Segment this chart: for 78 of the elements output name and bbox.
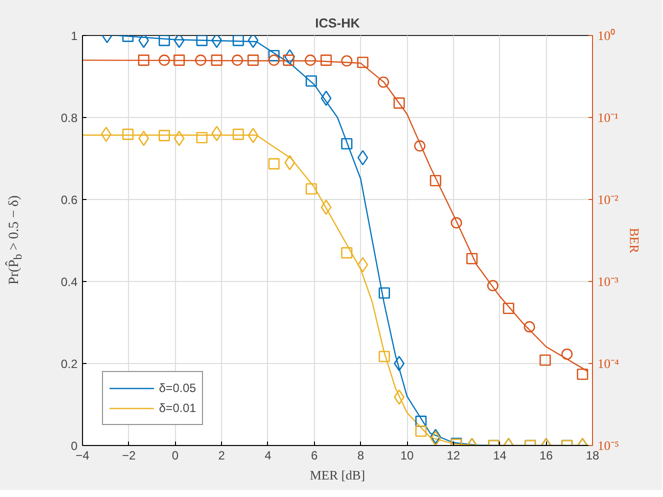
point: [304, 54, 316, 66]
y2-axis-title: BER: [627, 228, 642, 254]
chart-title: ICS-HK: [315, 16, 360, 30]
y2-tick-label: 10⁻³: [598, 274, 618, 289]
y-tick-label: 0: [70, 439, 78, 453]
point: [158, 36, 170, 46]
point: [394, 97, 405, 109]
x-tick-label: 8: [357, 448, 364, 462]
x-tick-label: 4: [264, 448, 272, 462]
point: [378, 76, 390, 88]
point: [196, 36, 208, 46]
point: [138, 130, 150, 146]
point: [138, 54, 150, 66]
point: [174, 54, 185, 66]
y2-tick-label: 10⁻¹: [598, 110, 618, 125]
x-tick-label: 14: [493, 448, 507, 462]
point: [158, 130, 170, 142]
y2-tick-label: 10⁰: [598, 28, 616, 43]
point: [268, 158, 280, 170]
legend-label: δ=0.05: [159, 381, 196, 395]
point: [247, 54, 259, 66]
point: [378, 287, 390, 299]
point: [357, 56, 368, 68]
y-tick-label: 0.4: [60, 275, 78, 289]
point: [341, 138, 352, 150]
x-tick-label: 0: [172, 448, 179, 462]
point: [100, 126, 112, 142]
point: [378, 350, 390, 362]
x-tick-label: −2: [122, 448, 136, 462]
y2-tick-label: 10⁻⁵: [598, 438, 620, 453]
point: [487, 280, 498, 292]
point: [211, 54, 222, 66]
x-tick-label: 16: [539, 448, 554, 462]
point: [341, 55, 352, 67]
point: [430, 174, 442, 186]
y-tick-label: 0.8: [60, 111, 78, 125]
point: [122, 128, 134, 140]
y-tick-label: 0.2: [60, 357, 78, 371]
x-tick-label: 18: [586, 448, 600, 462]
y-tick-label: 0.6: [60, 193, 78, 207]
point: [414, 140, 426, 152]
point: [158, 54, 170, 66]
point: [540, 354, 551, 366]
point: [284, 154, 296, 170]
point: [306, 75, 317, 87]
x-axis-title: MER [dB]: [310, 468, 366, 482]
y-tick-label: 1: [70, 29, 78, 43]
y2-tick-label: 10⁻⁴: [598, 356, 620, 371]
point: [195, 54, 206, 66]
point: [357, 257, 368, 272]
point: [450, 217, 462, 228]
point: [268, 54, 280, 66]
x-tick-label: 12: [446, 448, 460, 462]
point: [211, 126, 222, 142]
point: [357, 150, 368, 166]
point: [320, 54, 332, 66]
point: [282, 54, 294, 66]
point: [196, 132, 208, 144]
point: [341, 247, 352, 258]
point: [232, 36, 244, 46]
point: [524, 321, 536, 332]
point: [576, 368, 588, 380]
x-tick-label: 6: [310, 448, 318, 462]
x-tick-label: 10: [400, 448, 414, 462]
point: [561, 348, 573, 360]
point: [284, 49, 296, 64]
legend-label: δ=0.01: [159, 401, 196, 415]
point: [320, 90, 332, 106]
point: [320, 200, 332, 215]
point: [502, 302, 514, 314]
point: [268, 50, 280, 62]
y2-tick-label: 10⁻²: [598, 192, 618, 207]
point: [306, 183, 317, 194]
x-tick-label: −4: [76, 448, 90, 462]
point: [232, 54, 244, 66]
point: [232, 128, 244, 140]
point: [466, 252, 478, 264]
x-tick-label: 2: [218, 448, 226, 462]
